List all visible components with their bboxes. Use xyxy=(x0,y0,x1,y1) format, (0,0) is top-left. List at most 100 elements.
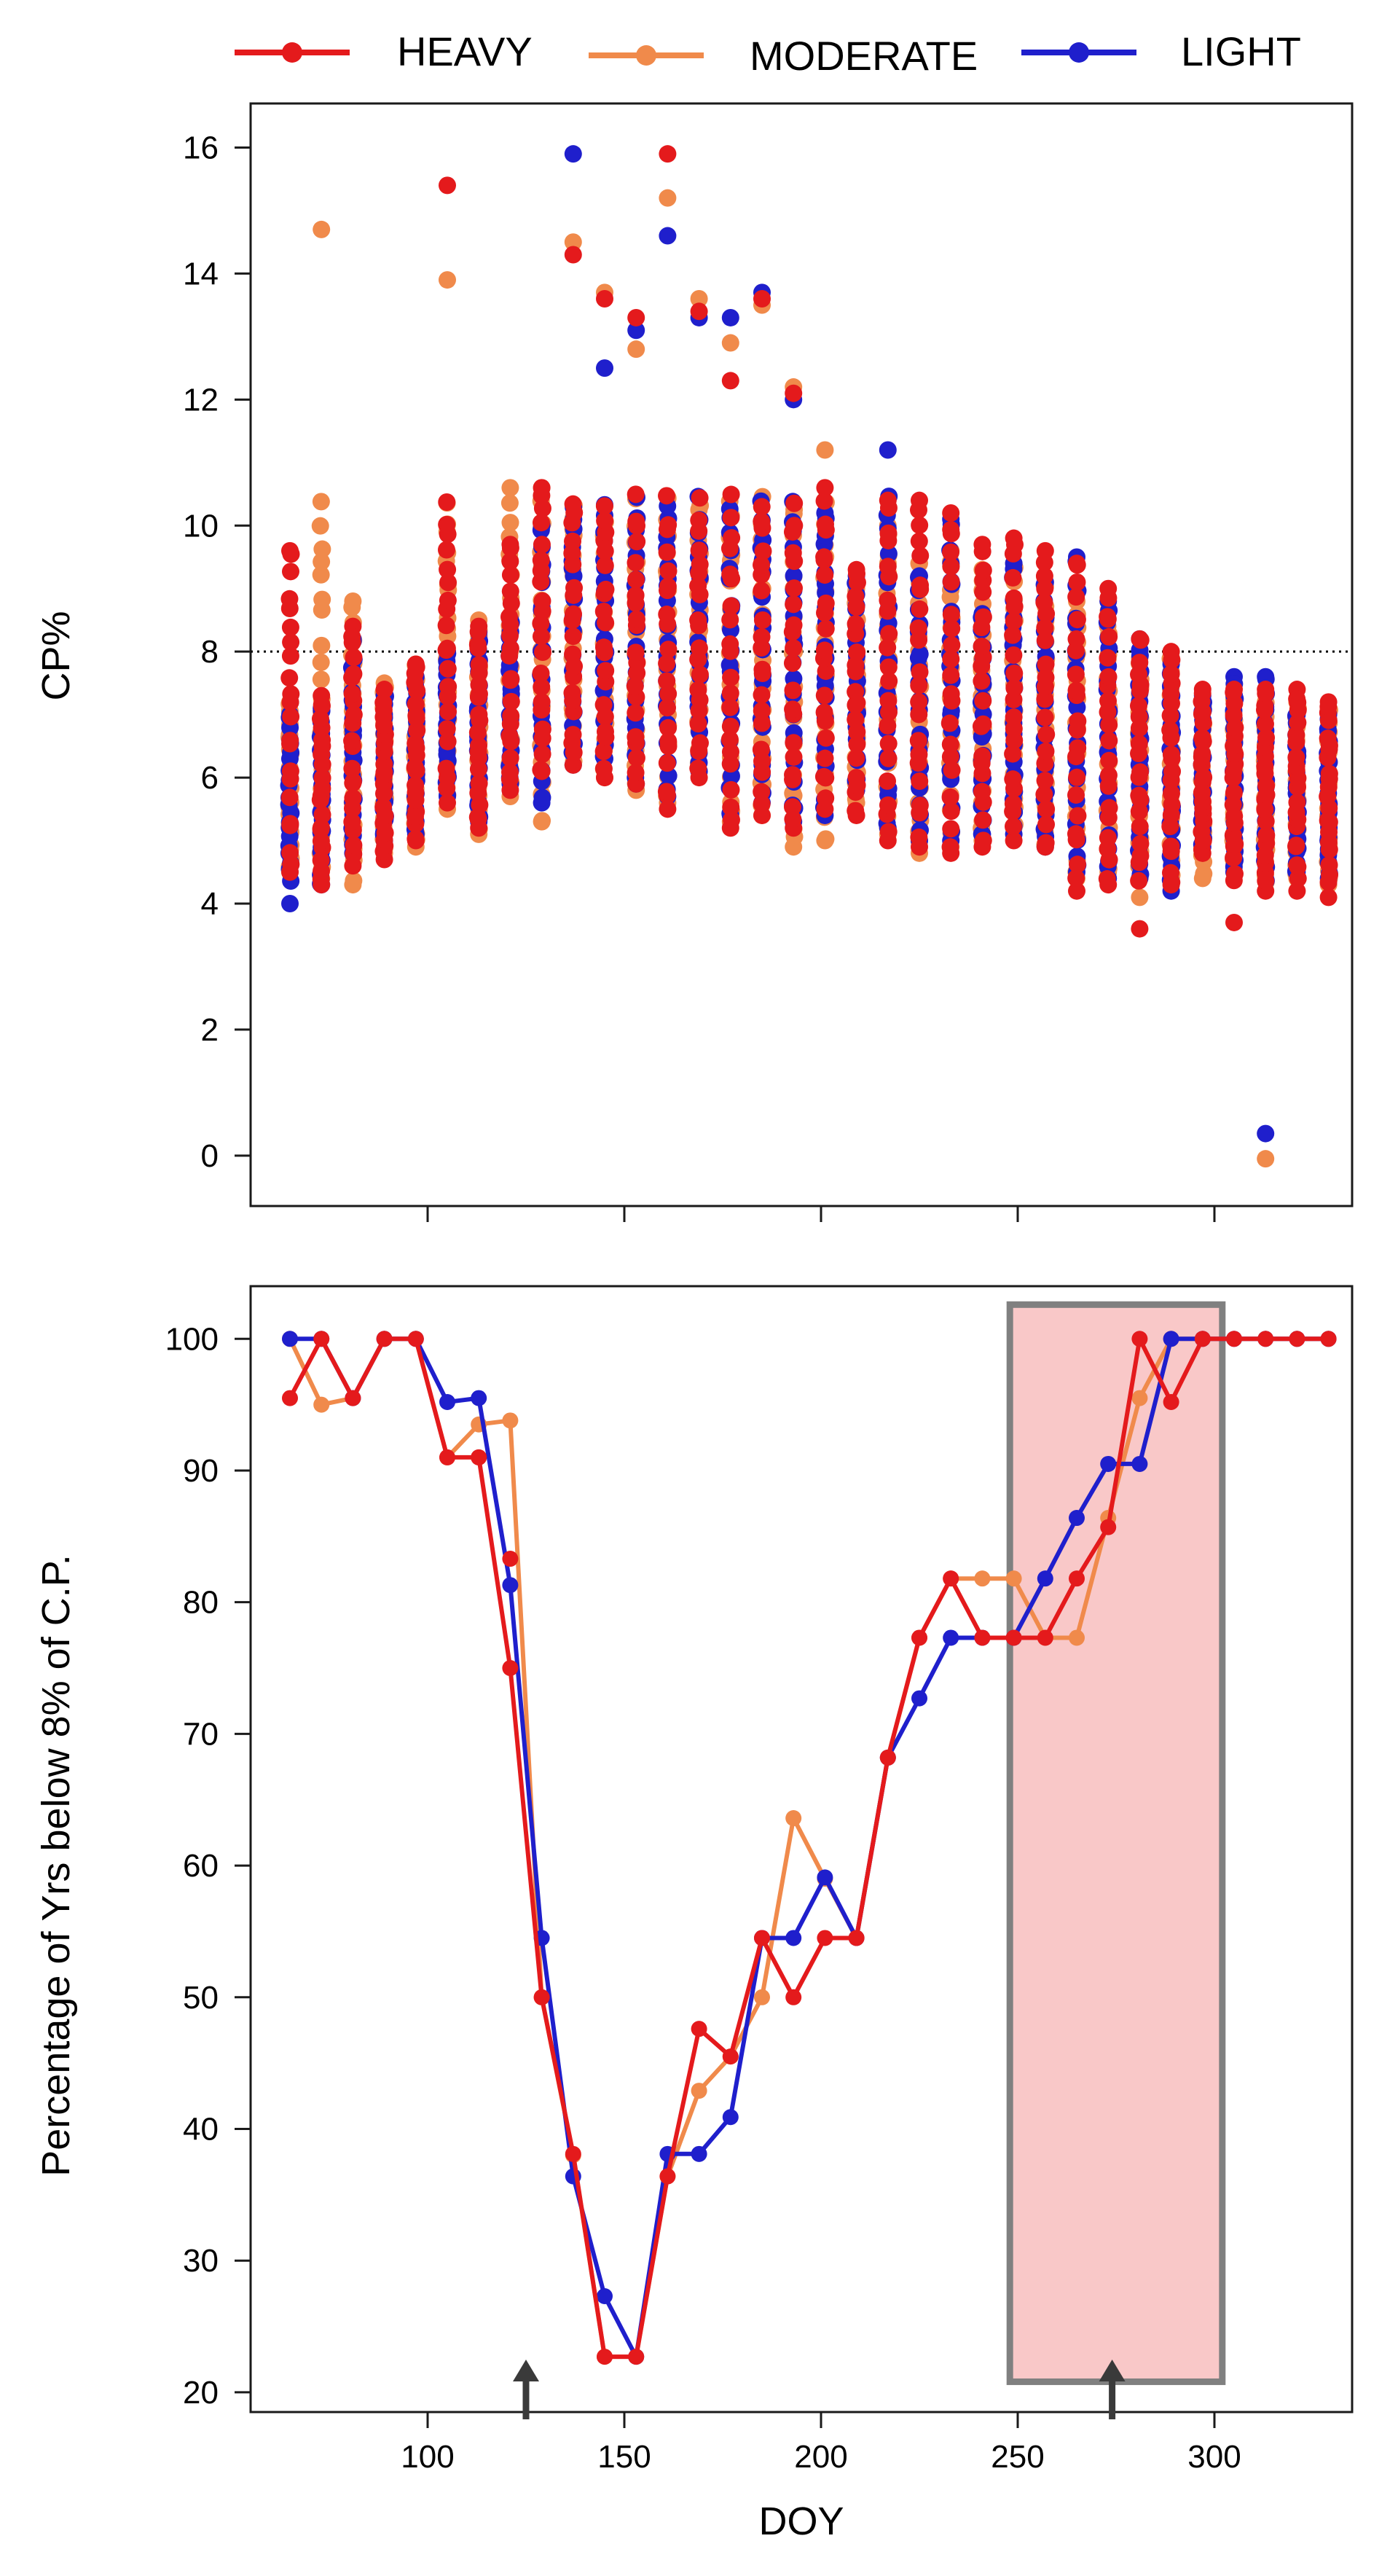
scatter-point-heavy xyxy=(722,811,740,829)
scatter-point-heavy xyxy=(594,603,613,621)
scatter-point-heavy xyxy=(658,487,676,505)
scatter-point-heavy xyxy=(438,720,456,738)
scatter-point-heavy xyxy=(1099,589,1118,607)
scatter-point-heavy xyxy=(1319,697,1338,716)
scatter-point-heavy xyxy=(281,815,299,833)
scatter-point-heavy xyxy=(879,658,898,676)
scatter-point-heavy xyxy=(817,789,835,807)
scatter-point-light xyxy=(659,767,678,785)
scatter-point-heavy xyxy=(1035,553,1053,571)
scatter-point-heavy xyxy=(1131,763,1150,781)
scatter-point-heavy xyxy=(1036,631,1054,649)
scatter-point-heavy xyxy=(942,820,960,838)
scatter-point-heavy xyxy=(814,767,833,786)
bottom-y-tick-label: 100 xyxy=(165,1321,219,1357)
scatter-point-heavy xyxy=(1036,690,1054,708)
scatter-point-light xyxy=(1257,1124,1275,1143)
scatter-point-heavy xyxy=(879,591,897,609)
scatter-point-heavy xyxy=(659,641,678,659)
scatter-point-heavy xyxy=(439,176,456,195)
scatter-point-heavy xyxy=(565,605,583,623)
scatter-point-heavy xyxy=(722,798,740,816)
scatter-point-heavy xyxy=(1320,856,1338,874)
scatter-point-heavy xyxy=(313,806,331,824)
scatter-point-heavy xyxy=(1067,869,1085,888)
scatter-point-heavy xyxy=(1099,649,1117,667)
scatter-point-heavy xyxy=(721,565,739,584)
scatter-point-heavy xyxy=(1256,715,1274,733)
scatter-point-heavy xyxy=(439,702,458,721)
scatter-point-heavy xyxy=(1068,556,1086,574)
scatter-point-heavy xyxy=(533,486,551,504)
bottom-x-axis: 100 150 200 250 300 xyxy=(401,2412,1241,2475)
point-heavy xyxy=(407,1331,424,1347)
scatter-point-heavy xyxy=(468,635,487,654)
scatter-point-heavy xyxy=(281,844,299,862)
scatter-point-moderate xyxy=(313,636,331,654)
scatter-point-heavy xyxy=(281,762,299,780)
scatter-point-heavy xyxy=(1257,826,1276,845)
scatter-point-heavy xyxy=(1099,829,1117,847)
scatter-point-heavy xyxy=(439,732,457,751)
scatter-point-heavy xyxy=(815,641,833,659)
scatter-point-heavy xyxy=(1131,631,1150,649)
scatter-point-heavy xyxy=(1226,865,1244,883)
scatter-point-heavy xyxy=(721,635,739,653)
scatter-point-heavy xyxy=(942,650,960,668)
scatter-point-heavy xyxy=(784,810,802,829)
scatter-point-heavy xyxy=(942,573,960,591)
scatter-point-heavy xyxy=(910,693,928,711)
scatter-point-heavy xyxy=(753,582,771,600)
scatter-point-heavy xyxy=(1130,872,1148,890)
scatter-point-heavy xyxy=(597,662,615,680)
scatter-point-heavy xyxy=(753,783,771,801)
point-heavy xyxy=(848,1930,865,1946)
scatter-point-heavy xyxy=(564,532,582,550)
scatter-point-heavy xyxy=(753,702,771,720)
scatter-point-heavy xyxy=(817,619,835,638)
scatter-point-heavy xyxy=(1130,735,1148,753)
scatter-point-moderate xyxy=(627,340,645,359)
scatter-point-heavy xyxy=(1037,725,1056,743)
scatter-point-heavy xyxy=(407,735,425,753)
scatter-point-heavy xyxy=(500,608,519,626)
scatter-point-heavy xyxy=(1320,764,1338,783)
scatter-point-heavy xyxy=(879,796,897,814)
point-heavy xyxy=(911,1629,927,1646)
scatter-point-heavy xyxy=(659,577,677,595)
scatter-point-heavy xyxy=(407,658,425,676)
scatter-point-heavy xyxy=(281,732,299,750)
scatter-point-heavy xyxy=(627,610,645,628)
scatter-point-heavy xyxy=(1036,619,1054,637)
point-heavy xyxy=(471,1449,487,1465)
point-heavy xyxy=(943,1570,959,1587)
scatter-point-heavy xyxy=(564,756,582,774)
scatter-point-heavy xyxy=(1100,732,1118,750)
top-y-tick-label: 14 xyxy=(183,256,219,291)
scatter-point-heavy xyxy=(313,696,331,714)
point-light xyxy=(722,2109,739,2126)
scatter-point-heavy xyxy=(753,660,771,678)
percentage-below-threshold-panel: 100 150 200 250 300 20 30 40 50 60 70 80 90 100 Perc… xyxy=(34,1285,1354,2543)
scatter-point-heavy xyxy=(343,759,361,778)
top-y-tick-label: 6 xyxy=(201,760,219,796)
scatter-point-moderate xyxy=(817,830,835,848)
scatter-point-heavy xyxy=(1225,783,1243,802)
x-axis-label: DOY xyxy=(758,2499,844,2543)
scatter-point-heavy xyxy=(564,726,582,744)
point-heavy xyxy=(533,1989,550,2005)
scatter-point-heavy xyxy=(689,611,707,630)
scatter-point-heavy xyxy=(1288,793,1306,811)
scatter-point-heavy xyxy=(280,669,299,687)
point-heavy xyxy=(1131,1331,1148,1347)
point-light xyxy=(1163,1331,1179,1347)
bottom-y-tick-label: 90 xyxy=(183,1453,219,1489)
scatter-point-moderate xyxy=(313,220,331,238)
scatter-point-heavy xyxy=(658,606,676,624)
point-heavy xyxy=(1005,1629,1022,1646)
scatter-point-heavy xyxy=(470,705,488,724)
scatter-point-moderate xyxy=(500,494,519,512)
scatter-point-heavy xyxy=(691,734,709,752)
scatter-point-moderate xyxy=(816,441,834,459)
scatter-point-heavy xyxy=(721,684,739,702)
